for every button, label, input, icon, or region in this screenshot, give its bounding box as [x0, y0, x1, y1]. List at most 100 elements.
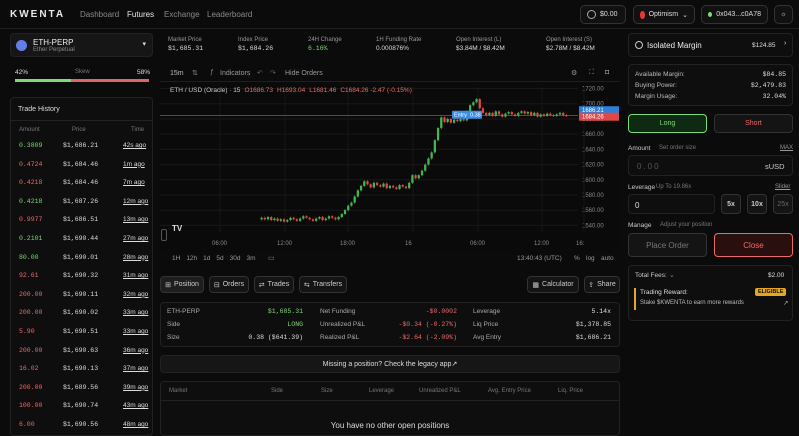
- trade-time[interactable]: 32m ago: [123, 290, 149, 298]
- percent-toggle[interactable]: %: [574, 255, 580, 262]
- fees-chevron-icon[interactable]: ⌄: [669, 272, 675, 279]
- amount-placeholder: 0.00: [637, 162, 661, 171]
- kwenta-logo[interactable]: KWENTA: [10, 9, 66, 20]
- nav-futures[interactable]: Futures: [127, 10, 155, 19]
- redo-icon[interactable]: ↷: [270, 70, 276, 77]
- trade-time[interactable]: 7m ago: [123, 179, 145, 187]
- column-header: Size: [321, 388, 333, 394]
- settings-icon[interactable]: ⚙: [571, 70, 578, 77]
- camera-icon[interactable]: ◘: [605, 69, 610, 76]
- trade-time[interactable]: 1m ago: [123, 160, 145, 168]
- interval-button[interactable]: 15m: [170, 70, 184, 77]
- wallet-button[interactable]: 0x043...c0A78: [701, 5, 768, 24]
- trade-time[interactable]: 48m ago: [123, 421, 149, 428]
- candle-type-icon[interactable]: ⇅: [192, 70, 198, 77]
- position-field-value: -$2.64 (-2.09%): [398, 334, 457, 341]
- candle: [546, 113, 549, 116]
- top-bar: KWENTA Dashboard Futures Exchange Leader…: [0, 0, 799, 29]
- candle: [549, 113, 552, 116]
- price-chart[interactable]: 1720.001700.001680.001660.001640.001620.…: [160, 83, 620, 253]
- nav-exchange[interactable]: Exchange: [164, 10, 200, 19]
- candle: [298, 218, 302, 221]
- tab-orders[interactable]: ⊟ Orders: [209, 276, 249, 293]
- long-button[interactable]: Long: [628, 114, 707, 133]
- leverage-10x-button[interactable]: 10x: [747, 194, 767, 214]
- log-toggle[interactable]: log: [586, 255, 595, 262]
- trade-time[interactable]: 31m ago: [123, 272, 149, 280]
- nav-leaderboard[interactable]: Leaderboard: [207, 10, 253, 19]
- x-tick-label: 06:00: [212, 241, 228, 247]
- sun-icon: ☼: [780, 11, 787, 18]
- trade-time[interactable]: 39m ago: [123, 383, 149, 391]
- slider-toggle[interactable]: Slider: [775, 184, 791, 190]
- indicators-button[interactable]: Indicators: [220, 70, 251, 77]
- trade-time[interactable]: 13m ago: [123, 216, 149, 224]
- candle: [401, 185, 404, 187]
- network-button[interactable]: Optimism ⌄: [633, 5, 695, 24]
- range-button[interactable]: 1H: [172, 255, 181, 262]
- column-header: Side: [271, 388, 284, 394]
- range-button[interactable]: 30d: [229, 255, 241, 262]
- margin-value: $124.85: [752, 42, 776, 49]
- candle: [430, 152, 433, 159]
- range-button[interactable]: 5d: [216, 255, 224, 262]
- max-button[interactable]: MAX: [780, 145, 794, 151]
- reward-text[interactable]: Stake $KWENTA to earn more rewards: [640, 300, 744, 306]
- leverage-input[interactable]: 0: [628, 194, 715, 214]
- range-button[interactable]: 1d: [203, 255, 211, 262]
- eligible-badge: ELIGIBLE: [755, 288, 787, 296]
- calendar-icon[interactable]: ▭: [268, 255, 275, 262]
- trade-time[interactable]: 27m ago: [123, 235, 149, 242]
- fullscreen-icon[interactable]: ⛶: [589, 69, 594, 76]
- candle: [379, 185, 382, 187]
- trade-time[interactable]: 33m ago: [123, 309, 149, 317]
- tab-transfers[interactable]: ⇆ Transfers: [299, 276, 347, 293]
- candle: [385, 183, 388, 189]
- auto-toggle[interactable]: auto: [601, 255, 614, 262]
- close-position-button[interactable]: Close: [714, 233, 793, 257]
- candle: [308, 217, 311, 220]
- position-field-value: LONG: [287, 321, 303, 328]
- margin-header[interactable]: Isolated Margin $124.85 ›: [628, 33, 793, 57]
- range-button[interactable]: 12h: [186, 255, 198, 262]
- undo-icon[interactable]: ↶: [257, 70, 263, 77]
- calculator-button[interactable]: ▦ Calculator: [527, 276, 579, 293]
- y-tick-label: 1580.00: [582, 193, 604, 199]
- nav-dashboard[interactable]: Dashboard: [80, 10, 120, 19]
- trade-time[interactable]: 33m ago: [123, 328, 149, 335]
- share-button[interactable]: ⇪ Share: [584, 276, 620, 293]
- margin-row-label: Available Margin:: [635, 71, 685, 78]
- trade-time[interactable]: 42s ago: [123, 142, 147, 149]
- candle: [459, 118, 462, 122]
- range-button[interactable]: 3m: [246, 255, 256, 262]
- trade-time[interactable]: 36m ago: [123, 346, 149, 354]
- legacy-app-link[interactable]: Missing a position? Check the legacy app…: [160, 355, 620, 373]
- fees-label: Total Fees:: [635, 272, 667, 279]
- orders-tab-icon: ⊟: [213, 281, 220, 289]
- eth-icon: [16, 40, 27, 51]
- skew-long-pct: 42%: [15, 69, 29, 76]
- market-selector[interactable]: ETH-PERP Ether Perpetual ▾: [10, 33, 153, 57]
- trade-time[interactable]: 12m ago: [123, 197, 149, 205]
- candle: [485, 112, 488, 116]
- trade-time[interactable]: 37m ago: [123, 365, 149, 373]
- candle: [517, 112, 520, 116]
- theme-toggle-button[interactable]: ☼: [774, 5, 793, 24]
- balance-button[interactable]: $0.00: [580, 5, 626, 24]
- chart-scroll-handle[interactable]: [161, 229, 167, 241]
- column-header: Avg. Entry Price: [488, 388, 531, 394]
- tab-position[interactable]: ⊞ Position: [160, 276, 204, 293]
- candle: [337, 217, 340, 220]
- hide-orders-button[interactable]: Hide Orders: [285, 70, 323, 77]
- trade-time[interactable]: 28m ago: [123, 253, 149, 261]
- amount-input[interactable]: 0.00 sUSD: [628, 155, 793, 176]
- place-order-button[interactable]: Place Order: [628, 233, 707, 257]
- trade-time[interactable]: 43m ago: [123, 402, 149, 410]
- leverage-5x-button[interactable]: 5x: [721, 194, 741, 214]
- position-field-value: $1,686.21: [575, 334, 611, 341]
- tab-trades[interactable]: ⇄ Trades: [254, 276, 294, 293]
- leverage-25x-button[interactable]: 25x: [773, 194, 793, 214]
- external-link-icon[interactable]: ↗: [783, 300, 789, 307]
- short-button[interactable]: Short: [714, 114, 793, 133]
- trade-price: $1,690.44: [63, 235, 99, 242]
